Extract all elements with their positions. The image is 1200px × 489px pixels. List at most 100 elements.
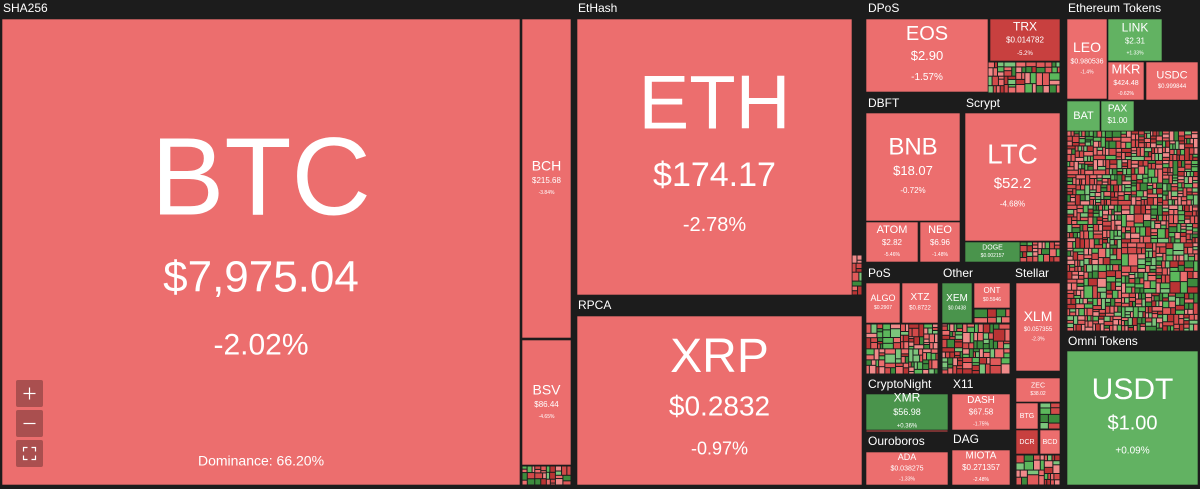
mini-tile <box>1186 234 1190 240</box>
coin-tile[interactable] <box>989 18 1061 62</box>
mini-tile <box>983 352 990 358</box>
coin-tile[interactable] <box>964 112 1061 242</box>
mini-tile <box>1104 196 1111 200</box>
mini-tile <box>909 349 913 362</box>
mini-tile <box>1193 177 1198 180</box>
mini-tile <box>852 281 862 286</box>
mini-tile <box>1157 183 1163 188</box>
mini-tile <box>909 339 914 342</box>
mini-tile <box>1184 328 1189 331</box>
coin-symbol: BSV <box>532 382 561 398</box>
mini-tile <box>1045 67 1052 73</box>
mini-tile <box>1082 179 1085 185</box>
mini-tile <box>1137 318 1142 324</box>
coin-tile[interactable] <box>1100 100 1135 132</box>
mini-tile <box>1156 261 1162 265</box>
coin-tile[interactable] <box>865 112 961 222</box>
mini-tile <box>1158 194 1163 198</box>
coin-tile[interactable] <box>521 339 572 466</box>
mini-tile <box>1157 131 1159 136</box>
coin-tile[interactable] <box>1066 350 1199 486</box>
coin-tile[interactable] <box>1039 429 1061 455</box>
mini-tile <box>1175 298 1180 305</box>
mini-tile <box>1085 170 1093 175</box>
mini-tile <box>1040 423 1048 429</box>
mini-tile <box>1080 213 1088 217</box>
mini-tile <box>1190 138 1193 144</box>
mini-tile <box>1097 298 1101 306</box>
coin-tile[interactable] <box>521 18 572 339</box>
mini-tile <box>1145 266 1150 272</box>
mini-tile <box>1162 138 1169 141</box>
mini-tile <box>1080 185 1085 190</box>
coin-tile[interactable] <box>576 18 853 296</box>
mini-tile <box>920 355 923 362</box>
mini-tile <box>1156 215 1158 221</box>
coin-tile[interactable] <box>901 282 939 324</box>
mini-tile <box>1072 228 1080 233</box>
coin-tile[interactable] <box>964 241 1021 263</box>
coin-tile[interactable] <box>865 393 949 431</box>
mini-tile <box>1163 191 1168 195</box>
mini-tile <box>1078 169 1081 175</box>
coin-tile[interactable] <box>951 449 1011 486</box>
mini-tile <box>1093 217 1097 224</box>
mini-tile <box>1116 286 1121 290</box>
coin-tile[interactable] <box>1015 429 1039 455</box>
mini-tile <box>1113 320 1119 325</box>
mini-tile <box>963 354 969 358</box>
mini-tile <box>1116 278 1121 282</box>
mini-tile <box>1171 237 1175 243</box>
coin-tile[interactable] <box>1107 61 1145 101</box>
mini-tile <box>1117 205 1121 212</box>
coin-tile[interactable] <box>1066 100 1101 132</box>
mini-tile <box>1185 219 1190 224</box>
mini-tile <box>909 324 919 328</box>
coin-tile[interactable] <box>865 451 949 486</box>
coin-tile[interactable] <box>919 221 961 263</box>
mini-tile <box>1105 302 1111 306</box>
mini-tile <box>1008 87 1016 93</box>
coin-tile[interactable] <box>1107 18 1163 62</box>
mini-tile <box>1178 211 1185 215</box>
mini-tile <box>1192 192 1198 195</box>
mini-tile <box>1105 141 1109 148</box>
coin-tile[interactable] <box>1145 61 1199 101</box>
coin-tile[interactable] <box>1015 377 1061 403</box>
coin-tile[interactable] <box>865 282 901 324</box>
coin-tile[interactable] <box>973 282 1011 309</box>
coin-tile[interactable] <box>941 282 973 324</box>
mini-tile <box>1189 320 1198 324</box>
mini-tile <box>1121 283 1126 293</box>
coin-tile[interactable] <box>865 221 919 263</box>
mini-tile <box>1097 181 1102 185</box>
coin-tile[interactable] <box>1066 18 1108 100</box>
mini-tile <box>1178 215 1185 221</box>
mini-tile <box>1081 324 1085 331</box>
mini-tile <box>1145 298 1152 302</box>
mini-tile <box>1085 164 1088 170</box>
coin-tile[interactable] <box>1015 402 1039 430</box>
mini-tile <box>1129 278 1135 283</box>
mini-tile <box>942 335 950 339</box>
mini-tile <box>1152 318 1156 326</box>
coin-symbol: BCD <box>1043 439 1058 446</box>
coin-tile[interactable] <box>951 393 1011 431</box>
coin-tile[interactable] <box>576 315 863 486</box>
mini-tile <box>1121 233 1125 239</box>
mini-tile <box>1053 461 1060 465</box>
mini-tile <box>1139 140 1144 143</box>
coin-tile[interactable] <box>1 18 521 486</box>
mini-tile <box>909 367 914 372</box>
mini-tile <box>1121 266 1131 272</box>
mini-tile <box>1168 191 1171 200</box>
coin-tile[interactable] <box>1015 282 1061 372</box>
mini-tile <box>1136 293 1139 299</box>
mini-tile <box>1125 326 1128 331</box>
fullscreen-button[interactable] <box>16 440 43 467</box>
mini-tile <box>1153 243 1156 251</box>
mini-tile <box>1143 312 1145 318</box>
coin-tile[interactable] <box>865 18 989 93</box>
mini-tile <box>1138 312 1143 318</box>
coin-price: $0.999844 <box>1158 84 1187 90</box>
